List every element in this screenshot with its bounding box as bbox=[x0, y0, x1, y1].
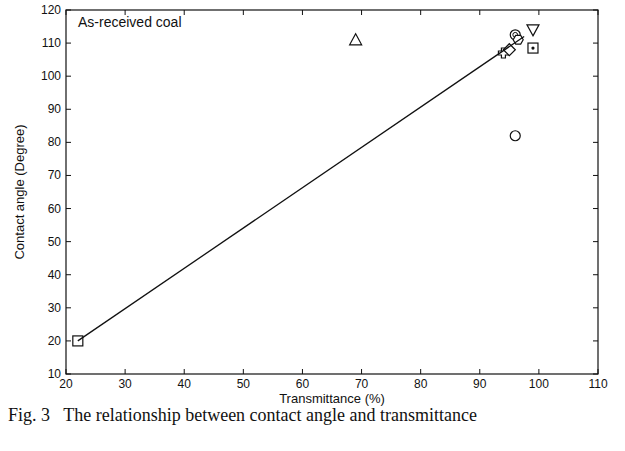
y-tick bbox=[593, 208, 598, 209]
x-tick-label: 110 bbox=[588, 377, 607, 391]
y-tick bbox=[593, 43, 598, 44]
x-tick-label: 50 bbox=[237, 377, 251, 391]
y-tick bbox=[593, 340, 598, 341]
marker-part bbox=[350, 34, 362, 45]
y-tick-label: 30 bbox=[48, 301, 62, 315]
x-tick bbox=[598, 10, 599, 15]
x-tick-label: 80 bbox=[414, 377, 428, 391]
annotation: As-received coal bbox=[78, 14, 182, 30]
x-tick-label: 30 bbox=[118, 377, 132, 391]
x-tick bbox=[479, 369, 480, 374]
y-tick-label: 120 bbox=[41, 3, 61, 17]
x-tick bbox=[420, 369, 421, 374]
y-tick-label: 60 bbox=[48, 202, 62, 216]
plot-frame bbox=[66, 10, 598, 374]
marker-part bbox=[528, 43, 538, 53]
plot-marks bbox=[73, 25, 539, 346]
y-tick bbox=[593, 274, 598, 275]
y-tick-label: 100 bbox=[41, 69, 61, 83]
x-tick-label: 40 bbox=[178, 377, 192, 391]
x-tick bbox=[184, 10, 185, 15]
y-tick-label: 70 bbox=[48, 168, 62, 182]
y-tick bbox=[66, 274, 71, 275]
x-tick bbox=[420, 10, 421, 15]
y-tick bbox=[593, 109, 598, 110]
x-tick-label: 70 bbox=[355, 377, 369, 391]
x-tick bbox=[125, 369, 126, 374]
y-tick bbox=[66, 374, 71, 375]
y-tick bbox=[66, 10, 71, 11]
x-tick-label: 60 bbox=[296, 377, 310, 391]
y-tick-label: 80 bbox=[48, 135, 62, 149]
y-tick-label: 50 bbox=[48, 235, 62, 249]
y-tick bbox=[593, 10, 598, 11]
marker-part bbox=[531, 46, 534, 49]
x-tick bbox=[302, 10, 303, 15]
x-tick bbox=[243, 369, 244, 374]
y-tick bbox=[66, 43, 71, 44]
point bbox=[527, 25, 539, 36]
y-tick-label: 110 bbox=[42, 36, 61, 50]
point bbox=[510, 131, 520, 141]
y-tick bbox=[66, 241, 71, 242]
y-tick-label: 40 bbox=[48, 268, 62, 282]
y-tick-label: 90 bbox=[48, 102, 62, 116]
x-tick-label: 20 bbox=[59, 377, 73, 391]
y-tick-label: 20 bbox=[48, 334, 62, 348]
x-tick bbox=[598, 369, 599, 374]
point bbox=[350, 34, 362, 45]
y-tick bbox=[66, 142, 71, 143]
marker-part bbox=[527, 25, 539, 36]
y-tick bbox=[66, 109, 71, 110]
x-tick-label: 90 bbox=[473, 377, 487, 391]
x-tick bbox=[302, 369, 303, 374]
chart: 2030405060708090100110102030405060708090… bbox=[0, 0, 625, 451]
y-tick bbox=[593, 374, 598, 375]
x-axis-label: Transmittance (%) bbox=[279, 391, 385, 406]
y-tick bbox=[593, 307, 598, 308]
x-tick bbox=[66, 10, 67, 15]
y-tick bbox=[66, 208, 71, 209]
x-tick bbox=[538, 10, 539, 15]
y-tick bbox=[593, 76, 598, 77]
y-tick-label: 10 bbox=[48, 367, 62, 381]
x-tick-label: 100 bbox=[529, 377, 549, 391]
x-tick bbox=[243, 10, 244, 15]
point bbox=[528, 43, 538, 53]
marker-part bbox=[510, 131, 520, 141]
y-axis-label: Contact angle (Degree) bbox=[12, 124, 27, 259]
x-tick bbox=[361, 10, 362, 15]
x-tick bbox=[66, 369, 67, 374]
figure: 2030405060708090100110102030405060708090… bbox=[0, 0, 625, 451]
y-tick bbox=[66, 307, 71, 308]
x-tick bbox=[479, 10, 480, 15]
x-tick bbox=[361, 369, 362, 374]
y-tick bbox=[593, 241, 598, 242]
y-tick bbox=[593, 175, 598, 176]
caption: Fig. 3 The relationship between contact … bbox=[8, 405, 616, 426]
y-tick bbox=[66, 76, 71, 77]
fit-line bbox=[78, 36, 524, 340]
x-tick bbox=[538, 369, 539, 374]
y-tick bbox=[66, 175, 71, 176]
y-tick bbox=[66, 340, 71, 341]
y-tick bbox=[593, 142, 598, 143]
x-tick bbox=[184, 369, 185, 374]
